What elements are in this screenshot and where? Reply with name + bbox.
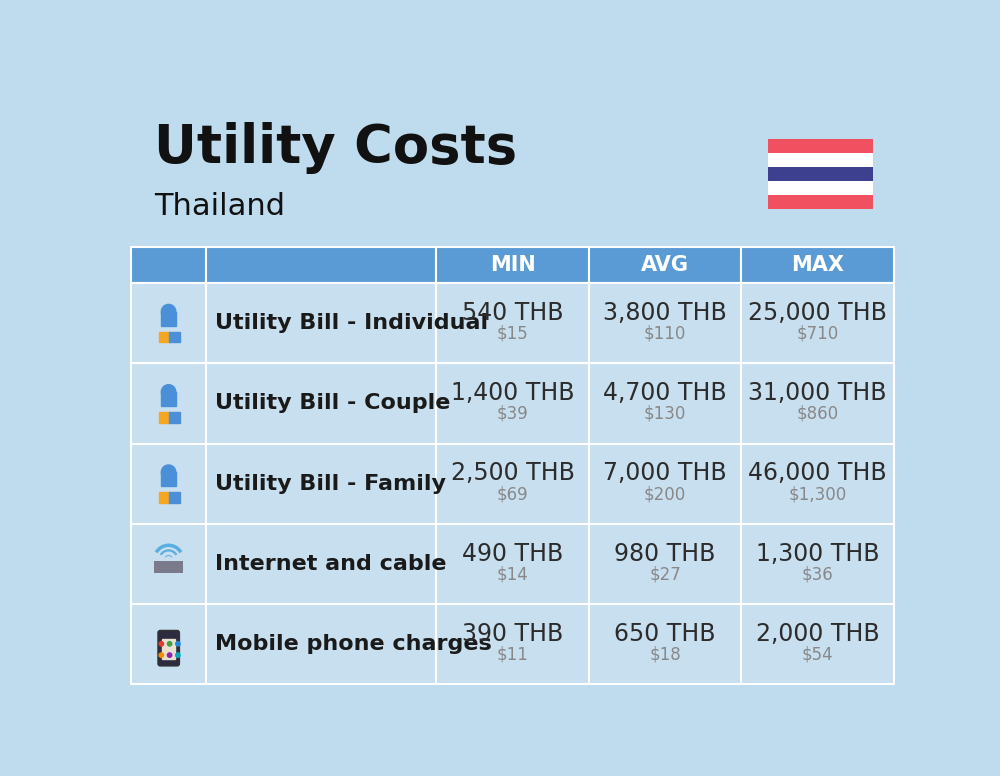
Bar — [131, 605, 206, 684]
Circle shape — [176, 642, 180, 646]
Bar — [154, 562, 183, 573]
Bar — [741, 605, 894, 684]
Text: $11: $11 — [497, 646, 528, 663]
Bar — [589, 444, 741, 524]
Bar — [161, 472, 176, 487]
Bar — [589, 283, 741, 363]
Bar — [436, 363, 589, 444]
Text: $27: $27 — [649, 566, 681, 584]
Text: $860: $860 — [796, 405, 839, 423]
Bar — [161, 312, 176, 326]
Text: Utility Bill - Couple: Utility Bill - Couple — [215, 393, 451, 414]
Bar — [206, 605, 436, 684]
Text: $18: $18 — [649, 646, 681, 663]
Bar — [169, 492, 180, 503]
Text: Utility Bill - Individual: Utility Bill - Individual — [215, 314, 488, 333]
Text: MAX: MAX — [791, 255, 844, 275]
Bar — [131, 363, 206, 444]
Text: Mobile phone charges: Mobile phone charges — [215, 634, 492, 654]
Bar — [169, 412, 180, 423]
Text: 490 THB: 490 THB — [462, 542, 563, 566]
Bar — [589, 605, 741, 684]
Text: Internet and cable: Internet and cable — [215, 554, 447, 574]
Bar — [768, 195, 873, 209]
Bar — [741, 524, 894, 605]
Bar — [161, 392, 176, 406]
Text: $69: $69 — [497, 485, 528, 503]
Circle shape — [167, 653, 172, 657]
Bar — [768, 181, 873, 195]
Bar — [206, 444, 436, 524]
Text: 980 THB: 980 THB — [614, 542, 716, 566]
Text: 4,700 THB: 4,700 THB — [603, 381, 727, 405]
Text: $130: $130 — [644, 405, 686, 423]
Text: Utility Bill - Family: Utility Bill - Family — [215, 473, 446, 494]
Bar — [589, 363, 741, 444]
Text: MIN: MIN — [490, 255, 535, 275]
Text: 25,000 THB: 25,000 THB — [748, 300, 887, 324]
Bar — [768, 167, 873, 181]
FancyBboxPatch shape — [158, 630, 179, 666]
Text: 390 THB: 390 THB — [462, 622, 563, 646]
Circle shape — [159, 653, 164, 657]
Text: $54: $54 — [802, 646, 833, 663]
Circle shape — [159, 642, 164, 646]
Bar — [436, 524, 589, 605]
Text: $15: $15 — [497, 324, 528, 342]
Bar — [436, 283, 589, 363]
Bar — [206, 524, 436, 605]
Text: 46,000 THB: 46,000 THB — [748, 461, 887, 485]
Bar — [741, 444, 894, 524]
Circle shape — [161, 465, 176, 480]
Bar — [436, 444, 589, 524]
Text: 650 THB: 650 THB — [614, 622, 716, 646]
Circle shape — [167, 642, 172, 646]
Circle shape — [161, 304, 176, 319]
Bar — [159, 492, 170, 503]
Text: 2,000 THB: 2,000 THB — [756, 622, 879, 646]
Text: 3,800 THB: 3,800 THB — [603, 300, 727, 324]
Bar — [741, 247, 894, 283]
Bar — [768, 140, 873, 153]
Text: $14: $14 — [497, 566, 528, 584]
Bar — [206, 247, 436, 283]
Text: 1,400 THB: 1,400 THB — [451, 381, 574, 405]
Bar — [162, 639, 175, 660]
Text: $1,300: $1,300 — [788, 485, 847, 503]
Bar — [131, 247, 206, 283]
Bar — [741, 363, 894, 444]
Text: $710: $710 — [796, 324, 839, 342]
Bar — [436, 605, 589, 684]
Bar — [206, 283, 436, 363]
Text: $110: $110 — [644, 324, 686, 342]
Bar — [169, 331, 180, 342]
Bar — [589, 247, 741, 283]
Bar — [159, 331, 170, 342]
Bar — [436, 247, 589, 283]
Text: 540 THB: 540 THB — [462, 300, 563, 324]
Bar — [206, 363, 436, 444]
Circle shape — [176, 653, 180, 657]
Text: $36: $36 — [802, 566, 833, 584]
Bar — [159, 412, 170, 423]
Text: AVG: AVG — [641, 255, 689, 275]
Text: 31,000 THB: 31,000 THB — [748, 381, 887, 405]
Bar — [131, 283, 206, 363]
Text: 7,000 THB: 7,000 THB — [603, 461, 727, 485]
Bar — [589, 524, 741, 605]
Text: $39: $39 — [497, 405, 528, 423]
Text: Utility Costs: Utility Costs — [154, 123, 518, 175]
Text: 2,500 THB: 2,500 THB — [451, 461, 574, 485]
Text: Thailand: Thailand — [154, 192, 285, 220]
Bar — [131, 524, 206, 605]
Bar — [131, 444, 206, 524]
Text: $200: $200 — [644, 485, 686, 503]
Circle shape — [161, 385, 176, 399]
Bar — [768, 153, 873, 167]
Bar — [741, 283, 894, 363]
Text: 1,300 THB: 1,300 THB — [756, 542, 879, 566]
